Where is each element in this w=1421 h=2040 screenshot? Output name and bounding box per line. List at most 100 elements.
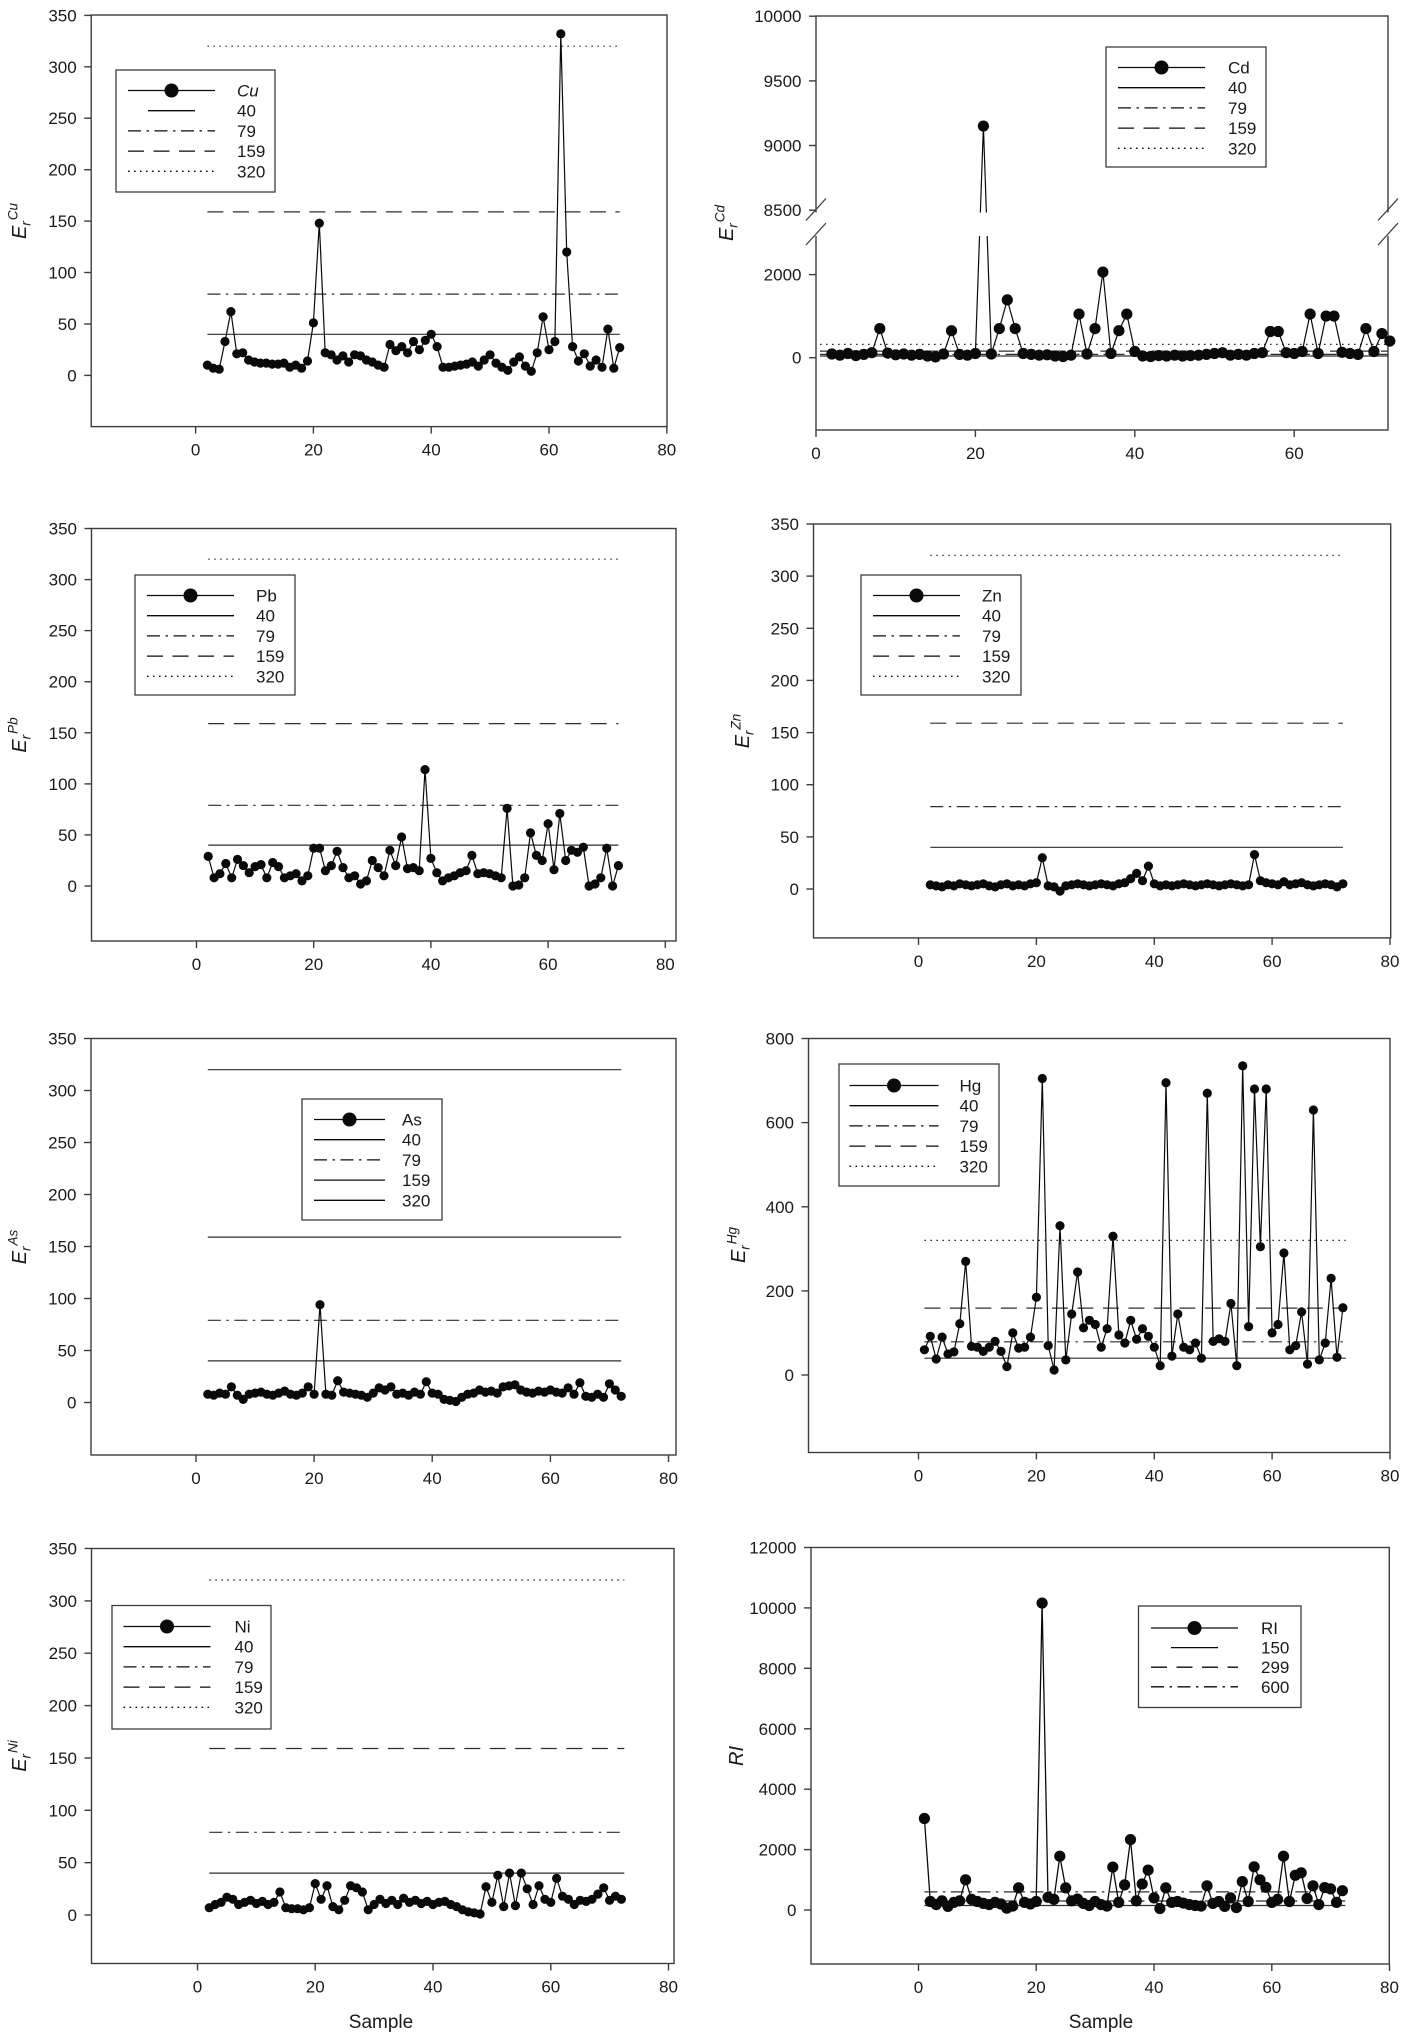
svg-text:79: 79 — [235, 1658, 254, 1677]
svg-text:20: 20 — [304, 441, 323, 460]
svg-text:350: 350 — [49, 1540, 77, 1559]
svg-text:320: 320 — [256, 667, 284, 686]
svg-text:40: 40 — [1125, 444, 1144, 463]
svg-text:Hg: Hg — [960, 1077, 982, 1096]
svg-text:ErHg: ErHg — [725, 1226, 753, 1263]
svg-text:ErNi: ErNi — [6, 1739, 34, 1772]
svg-text:250: 250 — [48, 1134, 76, 1153]
svg-text:79: 79 — [237, 122, 256, 141]
svg-text:0: 0 — [192, 955, 201, 974]
svg-text:40: 40 — [237, 102, 256, 121]
svg-text:Sample: Sample — [1069, 2012, 1133, 2033]
svg-text:0: 0 — [785, 1366, 794, 1385]
svg-text:60: 60 — [539, 955, 558, 974]
svg-text:0: 0 — [811, 444, 820, 463]
svg-text:10000: 10000 — [749, 1599, 796, 1618]
svg-text:80: 80 — [656, 955, 675, 974]
svg-text:250: 250 — [49, 622, 77, 641]
svg-text:79: 79 — [256, 627, 275, 646]
svg-text:159: 159 — [237, 142, 265, 161]
svg-text:100: 100 — [48, 264, 76, 283]
svg-text:159: 159 — [1228, 119, 1256, 138]
svg-text:Ni: Ni — [235, 1618, 251, 1637]
svg-text:40: 40 — [424, 1978, 443, 1997]
svg-text:40: 40 — [421, 955, 440, 974]
svg-text:2000: 2000 — [764, 266, 802, 285]
svg-text:8500: 8500 — [764, 201, 802, 220]
svg-text:50: 50 — [58, 1342, 77, 1361]
svg-text:0: 0 — [792, 349, 801, 368]
svg-text:200: 200 — [48, 1186, 76, 1205]
svg-text:6000: 6000 — [759, 1720, 797, 1739]
svg-text:12000: 12000 — [749, 1539, 796, 1558]
svg-text:60: 60 — [1285, 444, 1304, 463]
svg-text:ErAs: ErAs — [6, 1229, 34, 1264]
svg-text:20: 20 — [305, 1469, 324, 1488]
svg-text:300: 300 — [49, 1592, 77, 1611]
svg-text:0: 0 — [914, 1978, 923, 1997]
svg-text:20: 20 — [1027, 952, 1046, 971]
svg-text:800: 800 — [766, 1030, 794, 1049]
svg-text:Zn: Zn — [982, 587, 1002, 606]
svg-text:0: 0 — [790, 880, 799, 899]
svg-text:79: 79 — [402, 1151, 421, 1170]
svg-text:40: 40 — [423, 1469, 442, 1488]
svg-text:100: 100 — [49, 1801, 77, 1820]
svg-text:40: 40 — [402, 1131, 421, 1150]
svg-text:250: 250 — [771, 619, 799, 638]
svg-text:20: 20 — [304, 955, 323, 974]
svg-text:200: 200 — [49, 1697, 77, 1716]
svg-text:0: 0 — [191, 1469, 200, 1488]
svg-text:0: 0 — [67, 366, 76, 385]
svg-text:100: 100 — [49, 775, 77, 794]
svg-text:50: 50 — [58, 826, 77, 845]
svg-text:60: 60 — [541, 1978, 560, 1997]
svg-text:80: 80 — [1381, 952, 1400, 971]
svg-text:Cu: Cu — [237, 82, 259, 101]
svg-text:320: 320 — [402, 1191, 430, 1210]
svg-text:As: As — [402, 1111, 422, 1130]
svg-text:600: 600 — [766, 1114, 794, 1133]
svg-text:159: 159 — [982, 647, 1010, 666]
svg-text:20: 20 — [1027, 1978, 1046, 1997]
svg-text:600: 600 — [1261, 1678, 1289, 1697]
svg-text:150: 150 — [48, 1238, 76, 1257]
svg-text:159: 159 — [235, 1678, 263, 1697]
svg-text:60: 60 — [541, 1469, 560, 1488]
svg-text:40: 40 — [982, 607, 1001, 626]
svg-text:Pb: Pb — [256, 587, 277, 606]
svg-text:350: 350 — [48, 6, 76, 25]
svg-text:Cd: Cd — [1228, 59, 1250, 78]
svg-text:40: 40 — [1145, 952, 1164, 971]
svg-text:9500: 9500 — [764, 72, 802, 91]
svg-text:60: 60 — [1263, 952, 1282, 971]
svg-text:20: 20 — [306, 1978, 325, 1997]
svg-text:159: 159 — [402, 1171, 430, 1190]
svg-text:80: 80 — [659, 1978, 678, 1997]
svg-text:40: 40 — [1145, 1467, 1164, 1486]
svg-text:0: 0 — [787, 1901, 796, 1920]
svg-text:350: 350 — [49, 520, 77, 539]
svg-text:0: 0 — [914, 952, 923, 971]
svg-text:400: 400 — [766, 1198, 794, 1217]
svg-text:0: 0 — [68, 877, 77, 896]
svg-text:ErPb: ErPb — [6, 717, 34, 753]
svg-text:150: 150 — [1261, 1639, 1289, 1658]
svg-text:RI: RI — [726, 1746, 748, 1766]
svg-text:4000: 4000 — [759, 1780, 797, 1799]
svg-text:300: 300 — [48, 1082, 76, 1101]
svg-text:299: 299 — [1261, 1658, 1289, 1677]
svg-text:60: 60 — [1263, 1467, 1282, 1486]
svg-text:150: 150 — [771, 724, 799, 743]
svg-text:80: 80 — [1380, 1978, 1399, 1997]
svg-text:79: 79 — [982, 627, 1001, 646]
svg-text:80: 80 — [659, 1469, 678, 1488]
svg-text:40: 40 — [1228, 79, 1247, 98]
svg-text:40: 40 — [960, 1097, 979, 1116]
svg-text:ErZn: ErZn — [729, 714, 757, 749]
svg-text:150: 150 — [48, 212, 76, 231]
svg-text:350: 350 — [771, 515, 799, 534]
svg-text:80: 80 — [657, 441, 676, 460]
svg-text:0: 0 — [68, 1906, 77, 1925]
svg-text:2000: 2000 — [759, 1841, 797, 1860]
